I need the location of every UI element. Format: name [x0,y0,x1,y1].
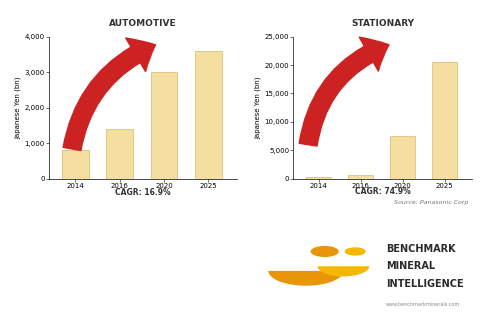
Wedge shape [317,266,368,277]
Text: CAGR: 74.9%: CAGR: 74.9% [354,187,410,196]
FancyArrowPatch shape [63,38,155,151]
Bar [150,72,177,179]
Text: AUTOMOTIVE: AUTOMOTIVE [109,19,177,28]
Text: PANASONIC'S FORECASTED GROWTH IN LITHIUM-ION BATTERIES: PANASONIC'S FORECASTED GROWTH IN LITHIUM… [7,12,335,21]
Bar [195,51,221,179]
Text: INTELLIGENCE: INTELLIGENCE [385,279,463,289]
Text: CAGR: 16.9%: CAGR: 16.9% [115,188,170,197]
Text: BENCHMARK: BENCHMARK [385,244,454,254]
Bar [305,177,330,179]
Wedge shape [268,271,343,286]
Text: Source: Panasonic Corp: Source: Panasonic Corp [393,200,468,205]
Bar [347,175,372,179]
Y-axis label: Japanese Yen (bn): Japanese Yen (bn) [15,77,21,139]
Bar [389,136,414,179]
Y-axis label: Japanese Yen (bn): Japanese Yen (bn) [255,77,261,139]
Bar [431,62,456,179]
FancyArrowPatch shape [299,37,388,146]
Circle shape [310,246,338,257]
Bar [62,150,89,179]
Text: MINERAL: MINERAL [385,261,434,271]
Bar [106,129,133,179]
Circle shape [344,247,365,256]
Text: STATIONARY: STATIONARY [350,19,413,28]
Text: www.benchmarkminerals.com: www.benchmarkminerals.com [385,302,459,307]
